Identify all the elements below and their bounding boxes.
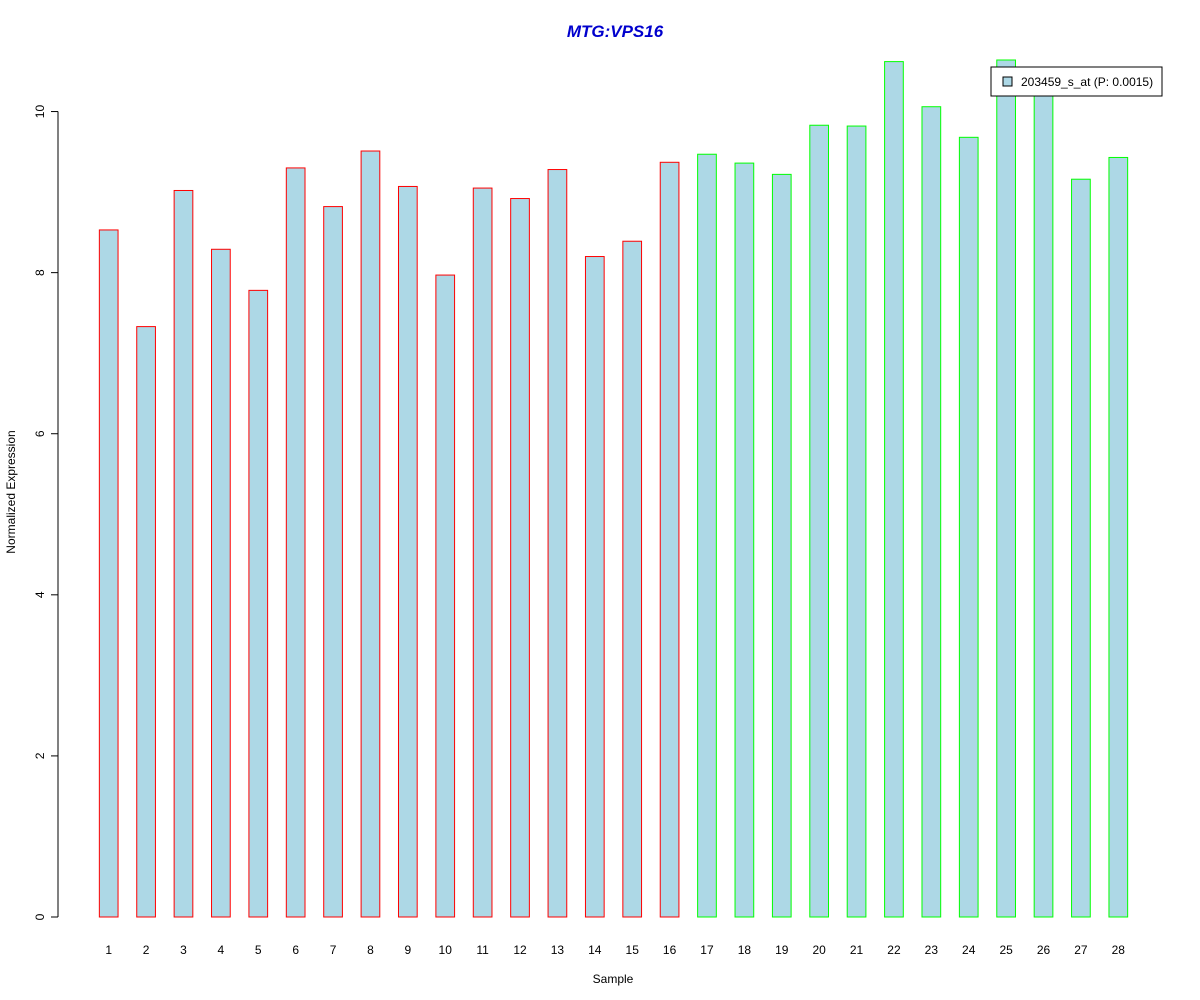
x-tick-label: 26 <box>1037 943 1051 957</box>
bar-sample-16 <box>659 161 680 918</box>
x-tick-label: 7 <box>330 943 337 957</box>
x-tick-label: 24 <box>962 943 976 957</box>
bar-sample-22 <box>884 61 904 918</box>
bar-sample-8 <box>360 150 381 918</box>
y-tick-label: 8 <box>33 269 47 276</box>
x-tick-label: 21 <box>850 943 864 957</box>
x-tick-label: 4 <box>218 943 225 957</box>
x-tick-label: 14 <box>588 943 602 957</box>
y-tick-label: 2 <box>33 752 47 759</box>
x-tick-label: 18 <box>738 943 752 957</box>
x-tick-label: 23 <box>925 943 939 957</box>
y-tick-label: 0 <box>33 913 47 920</box>
y-tick-label: 6 <box>33 430 47 437</box>
legend: 203459_s_at (P: 0.0015) <box>990 66 1163 97</box>
bar-sample-15 <box>622 240 643 918</box>
bar-sample-1 <box>98 229 119 918</box>
bar-sample-10 <box>435 274 456 918</box>
y-tick-label: 10 <box>33 105 47 119</box>
x-tick-label: 19 <box>775 943 789 957</box>
x-tick-label: 16 <box>663 943 677 957</box>
bar-sample-18 <box>734 162 755 918</box>
x-tick-label: 22 <box>887 943 901 957</box>
x-tick-label: 20 <box>812 943 826 957</box>
bar-sample-13 <box>547 169 568 918</box>
bar-sample-19 <box>771 173 792 918</box>
x-tick-labels: 1 2 3 4 5 6 7 8 9 10 11 12 13 14 15 16 17 18 19 20 21 22 23 24 2… <box>105 943 1125 957</box>
y-axis-title: Normalized Expression <box>4 430 18 553</box>
x-tick-label: 3 <box>180 943 187 957</box>
x-tick-label: 17 <box>700 943 714 957</box>
bar-sample-11 <box>472 187 493 918</box>
x-tick-label: 27 <box>1074 943 1088 957</box>
chart-title: MTG:VPS16 <box>567 22 664 41</box>
x-tick-label: 28 <box>1112 943 1126 957</box>
x-tick-label: 15 <box>626 943 640 957</box>
x-tick-label: 13 <box>551 943 565 957</box>
bar-sample-26 <box>1033 82 1054 918</box>
bar-sample-23 <box>921 106 942 918</box>
bar-sample-12 <box>510 198 530 918</box>
bar-sample-25 <box>996 59 1016 918</box>
x-tick-label: 8 <box>367 943 374 957</box>
bar-sample-7 <box>323 206 343 918</box>
bar-sample-24 <box>958 136 979 918</box>
bar-sample-21 <box>846 125 867 918</box>
y-tick-label: 4 <box>33 591 47 598</box>
y-axis: 0 2 4 6 8 10 <box>33 105 59 920</box>
legend-box <box>990 66 1163 97</box>
bar-sample-9 <box>397 185 418 918</box>
bar-sample-3 <box>173 189 194 918</box>
x-tick-label: 11 <box>476 943 489 957</box>
x-tick-label: 10 <box>439 943 453 957</box>
x-tick-label: 9 <box>404 943 411 957</box>
bar-sample-2 <box>136 326 156 918</box>
x-tick-label: 25 <box>999 943 1013 957</box>
x-tick-label: 1 <box>105 943 112 957</box>
x-tick-label: 2 <box>143 943 150 957</box>
bar-sample-17 <box>697 153 717 918</box>
bar-sample-6 <box>285 167 306 918</box>
x-tick-label: 12 <box>513 943 527 957</box>
legend-swatch <box>1002 76 1013 87</box>
bar-sample-14 <box>584 256 605 918</box>
x-axis-title: Sample <box>593 972 634 986</box>
bar-sample-28 <box>1108 156 1129 918</box>
bar-sample-5 <box>248 289 269 918</box>
bar-sample-27 <box>1071 178 1091 918</box>
x-tick-label: 5 <box>255 943 262 957</box>
legend-label: 203459_s_at (P: 0.0015) <box>1021 75 1153 89</box>
bars-group <box>98 59 1129 918</box>
bar-sample-4 <box>211 248 231 918</box>
x-tick-label: 6 <box>292 943 299 957</box>
bar-sample-20 <box>809 124 830 918</box>
